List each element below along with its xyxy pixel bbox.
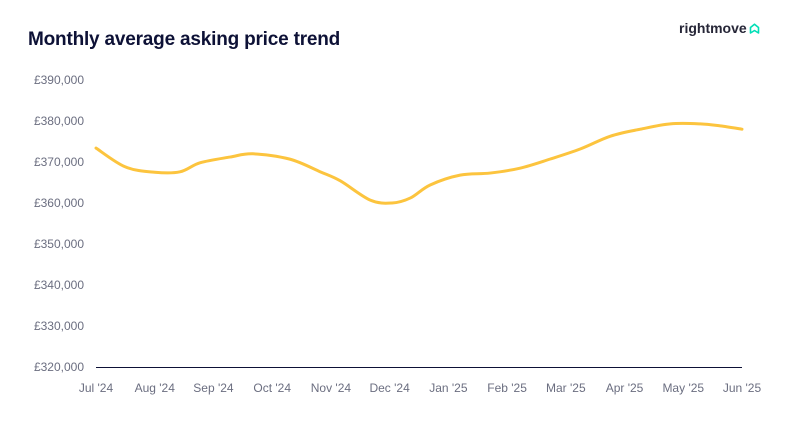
rightmove-logo[interactable]: rightmove xyxy=(679,20,760,36)
y-tick-label: £370,000 xyxy=(34,155,84,169)
y-tick-label: £340,000 xyxy=(34,278,84,292)
y-tick-label: £360,000 xyxy=(34,196,84,210)
x-tick-label: Dec '24 xyxy=(369,381,410,395)
x-tick-label: Nov '24 xyxy=(311,381,352,395)
y-tick-label: £320,000 xyxy=(34,360,84,374)
x-tick-label: Mar '25 xyxy=(546,381,586,395)
series-line xyxy=(94,121,744,205)
x-tick-label: May '25 xyxy=(662,381,704,395)
x-tick-label: Jun '25 xyxy=(723,381,762,395)
logo-text: rightmove xyxy=(679,20,747,36)
x-tick-label: Oct '24 xyxy=(253,381,291,395)
house-icon xyxy=(749,22,759,34)
x-tick-label: Aug '24 xyxy=(135,381,176,395)
x-tick-label: Apr '25 xyxy=(606,381,644,395)
x-tick-label: Jan '25 xyxy=(429,381,468,395)
y-tick-label: £330,000 xyxy=(34,319,84,333)
y-tick-label: £350,000 xyxy=(34,237,84,251)
y-tick-label: £380,000 xyxy=(34,114,84,128)
x-tick-label: Sep '24 xyxy=(193,381,234,395)
y-tick-label: £390,000 xyxy=(34,73,84,87)
x-tick-label: Jul '24 xyxy=(79,381,114,395)
x-tick-label: Feb '25 xyxy=(487,381,527,395)
chart-title: Monthly average asking price trend xyxy=(28,29,341,50)
